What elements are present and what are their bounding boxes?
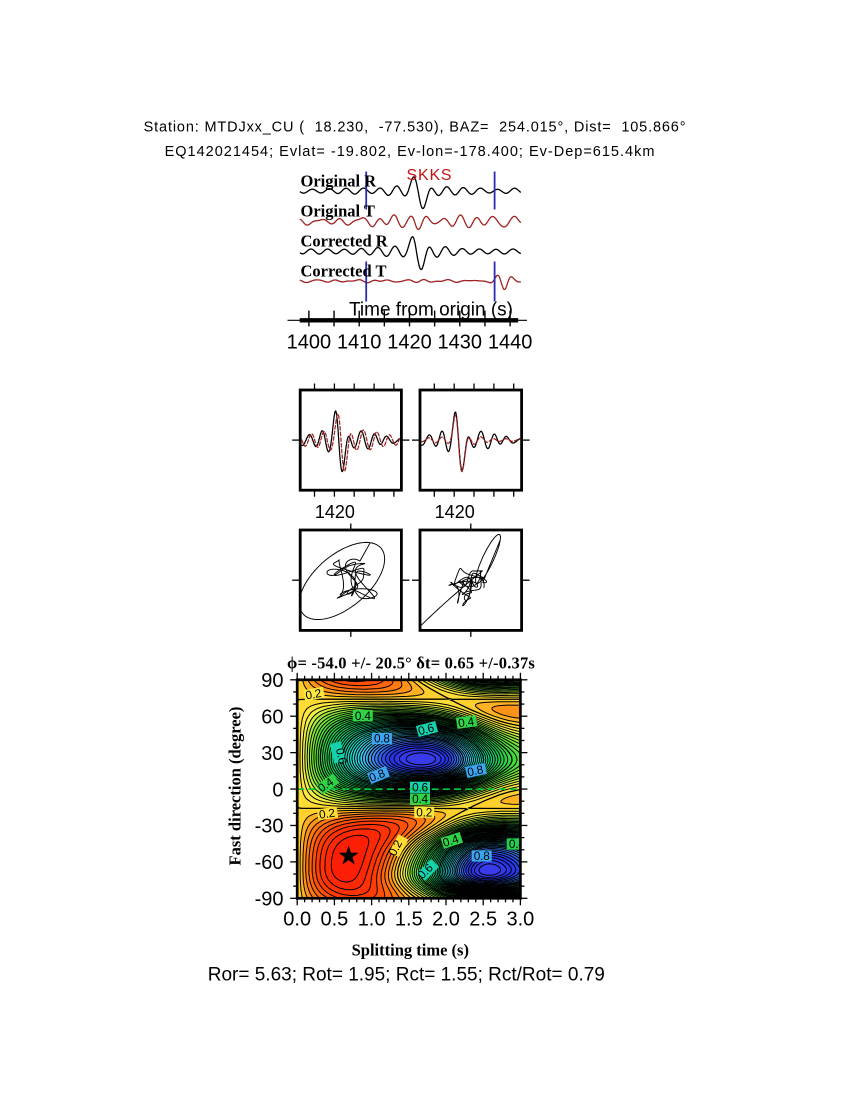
svg-text:-60: -60 — [255, 852, 284, 874]
svg-text:Ror= 5.63; Rot= 1.95; Rct= 1.5: Ror= 5.63; Rot= 1.95; Rct= 1.55; Rct/Rot… — [208, 964, 605, 985]
svg-text:3.0: 3.0 — [506, 909, 534, 931]
svg-text:0.4: 0.4 — [457, 714, 475, 730]
svg-text:60: 60 — [261, 706, 283, 728]
svg-text:0.8: 0.8 — [367, 766, 387, 785]
svg-text:Original T: Original T — [301, 202, 375, 221]
svg-text:1410: 1410 — [337, 332, 382, 354]
svg-text:-90: -90 — [255, 889, 284, 911]
svg-text:Corrected T: Corrected T — [301, 262, 387, 281]
svg-text:0.4: 0.4 — [412, 792, 428, 806]
svg-text:Original R: Original R — [301, 172, 378, 191]
svg-text:0.8: 0.8 — [466, 762, 485, 779]
svg-text:0.4: 0.4 — [509, 837, 525, 851]
svg-text:EQ142021454; Evlat= -19.802, E: EQ142021454; Evlat= -19.802, Ev-lon=-178… — [165, 144, 656, 160]
svg-text:1420: 1420 — [435, 502, 475, 522]
svg-text:0.2: 0.2 — [318, 806, 336, 822]
svg-text:1420: 1420 — [387, 332, 432, 354]
svg-text:0: 0 — [272, 779, 283, 801]
svg-text:0.6: 0.6 — [417, 720, 437, 738]
svg-text:1.5: 1.5 — [395, 909, 423, 931]
svg-text:0.6: 0.6 — [333, 747, 350, 766]
svg-text:Corrected R: Corrected R — [301, 232, 389, 251]
svg-text:0.4: 0.4 — [355, 709, 371, 723]
svg-text:1420: 1420 — [315, 502, 355, 522]
svg-text:1.0: 1.0 — [358, 909, 386, 931]
svg-text:SKKS: SKKS — [407, 167, 453, 184]
svg-text:30: 30 — [261, 743, 283, 765]
svg-text:1400: 1400 — [287, 332, 332, 354]
svg-text:Station: MTDJxx_CU ( 18.230,: Station: MTDJxx_CU ( 18.230, -77.530), B… — [144, 120, 687, 136]
svg-text:-30: -30 — [255, 816, 284, 838]
svg-text:ϕ= -54.0 +/- 20.5° δt= 0.65 +/: ϕ= -54.0 +/- 20.5° δt= 0.65 +/-0.37s — [287, 653, 535, 672]
svg-text:0.6: 0.6 — [412, 781, 428, 795]
svg-text:Fast direction (degree): Fast direction (degree) — [226, 707, 245, 866]
svg-text:0.2: 0.2 — [416, 805, 432, 819]
svg-text:0.8: 0.8 — [374, 732, 390, 746]
svg-text:0.8: 0.8 — [474, 849, 490, 863]
svg-text:0.4: 0.4 — [441, 832, 461, 850]
svg-text:2.0: 2.0 — [432, 909, 460, 931]
svg-text:0.2: 0.2 — [304, 686, 322, 703]
svg-text:Splitting time (s): Splitting time (s) — [352, 941, 469, 960]
svg-text:90: 90 — [261, 670, 283, 692]
svg-text:0.0: 0.0 — [283, 909, 311, 931]
svg-text:2.5: 2.5 — [469, 909, 497, 931]
svg-text:0.2: 0.2 — [385, 838, 405, 859]
svg-text:1430: 1430 — [438, 332, 483, 354]
svg-text:Time from origin (s): Time from origin (s) — [349, 300, 513, 321]
svg-text:0.5: 0.5 — [320, 909, 348, 931]
svg-text:1440: 1440 — [488, 332, 533, 354]
